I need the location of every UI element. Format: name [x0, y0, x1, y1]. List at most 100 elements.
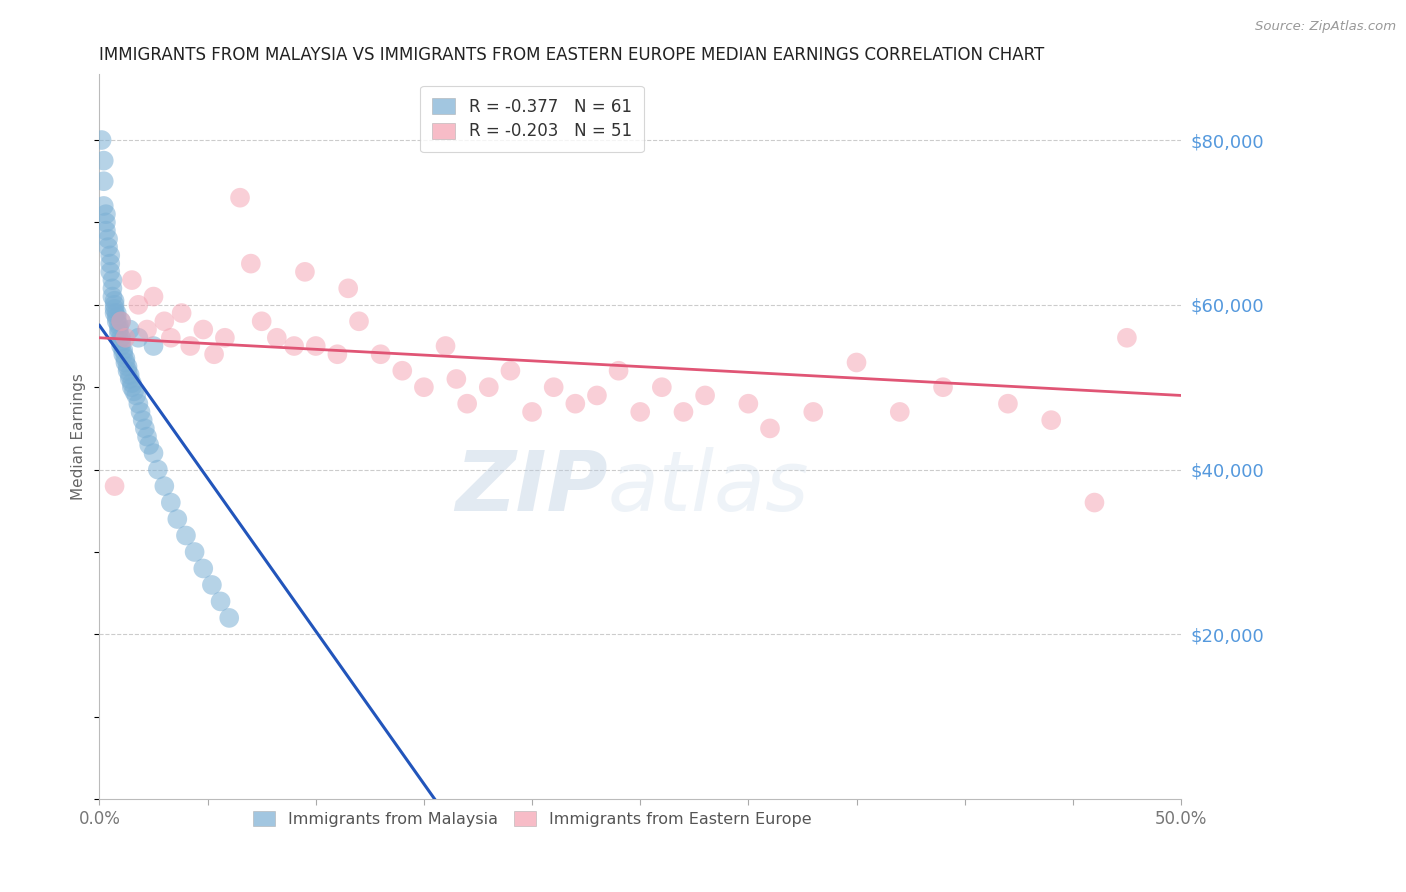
Point	[121, 376, 143, 390]
Point	[229, 191, 252, 205]
Point	[337, 281, 360, 295]
Point	[651, 380, 673, 394]
Point	[93, 199, 115, 213]
Point	[1083, 495, 1105, 509]
Point	[127, 397, 149, 411]
Point	[114, 351, 136, 366]
Text: IMMIGRANTS FROM MALAYSIA VS IMMIGRANTS FROM EASTERN EUROPE MEDIAN EARNINGS CORRE: IMMIGRANTS FROM MALAYSIA VS IMMIGRANTS F…	[100, 46, 1045, 64]
Text: ZIP: ZIP	[456, 447, 607, 528]
Point	[101, 281, 124, 295]
Point	[183, 545, 205, 559]
Point	[997, 397, 1019, 411]
Point	[202, 347, 225, 361]
Point	[108, 322, 131, 336]
Point	[98, 265, 121, 279]
Text: atlas: atlas	[607, 447, 810, 528]
Point	[127, 298, 149, 312]
Point	[94, 224, 117, 238]
Point	[266, 331, 288, 345]
Point	[125, 388, 148, 402]
Point	[446, 372, 468, 386]
Point	[305, 339, 328, 353]
Point	[93, 174, 115, 188]
Point	[110, 314, 132, 328]
Point	[105, 310, 128, 325]
Point	[98, 257, 121, 271]
Point	[499, 364, 522, 378]
Point	[250, 314, 273, 328]
Point	[672, 405, 695, 419]
Point	[1040, 413, 1063, 427]
Point	[103, 298, 125, 312]
Point	[607, 364, 630, 378]
Point	[98, 248, 121, 262]
Point	[117, 359, 139, 374]
Point	[105, 306, 128, 320]
Point	[110, 334, 132, 349]
Point	[146, 462, 169, 476]
Point	[543, 380, 565, 394]
Point	[520, 405, 543, 419]
Point	[170, 306, 193, 320]
Point	[193, 561, 215, 575]
Point	[129, 405, 152, 419]
Point	[218, 611, 240, 625]
Legend: Immigrants from Malaysia, Immigrants from Eastern Europe: Immigrants from Malaysia, Immigrants fro…	[245, 803, 820, 835]
Point	[114, 355, 136, 369]
Point	[118, 368, 141, 382]
Point	[142, 289, 165, 303]
Point	[283, 339, 305, 353]
Point	[117, 364, 139, 378]
Point	[179, 339, 201, 353]
Point	[90, 133, 112, 147]
Point	[412, 380, 434, 394]
Point	[209, 594, 232, 608]
Point	[586, 388, 609, 402]
Point	[142, 446, 165, 460]
Point	[347, 314, 370, 328]
Point	[122, 384, 145, 399]
Point	[112, 343, 135, 358]
Point	[97, 232, 120, 246]
Point	[142, 339, 165, 353]
Point	[174, 528, 197, 542]
Point	[103, 479, 125, 493]
Point	[737, 397, 759, 411]
Point	[153, 479, 176, 493]
Point	[118, 372, 141, 386]
Point	[94, 215, 117, 229]
Point	[456, 397, 478, 411]
Point	[239, 257, 262, 271]
Point	[1116, 331, 1139, 345]
Point	[114, 331, 136, 345]
Point	[214, 331, 236, 345]
Point	[103, 306, 125, 320]
Point	[110, 331, 132, 345]
Point	[108, 326, 131, 341]
Point	[134, 421, 156, 435]
Point	[693, 388, 716, 402]
Point	[93, 153, 115, 168]
Point	[434, 339, 457, 353]
Point	[127, 331, 149, 345]
Point	[101, 289, 124, 303]
Point	[136, 430, 159, 444]
Point	[193, 322, 215, 336]
Point	[108, 318, 131, 333]
Point	[153, 314, 176, 328]
Point	[845, 355, 868, 369]
Point	[932, 380, 955, 394]
Point	[326, 347, 349, 361]
Point	[118, 322, 141, 336]
Point	[136, 322, 159, 336]
Point	[103, 301, 125, 316]
Point	[801, 405, 824, 419]
Point	[166, 512, 188, 526]
Point	[101, 273, 124, 287]
Point	[159, 495, 181, 509]
Point	[121, 273, 143, 287]
Point	[889, 405, 911, 419]
Point	[294, 265, 316, 279]
Point	[759, 421, 782, 435]
Text: Source: ZipAtlas.com: Source: ZipAtlas.com	[1256, 20, 1396, 33]
